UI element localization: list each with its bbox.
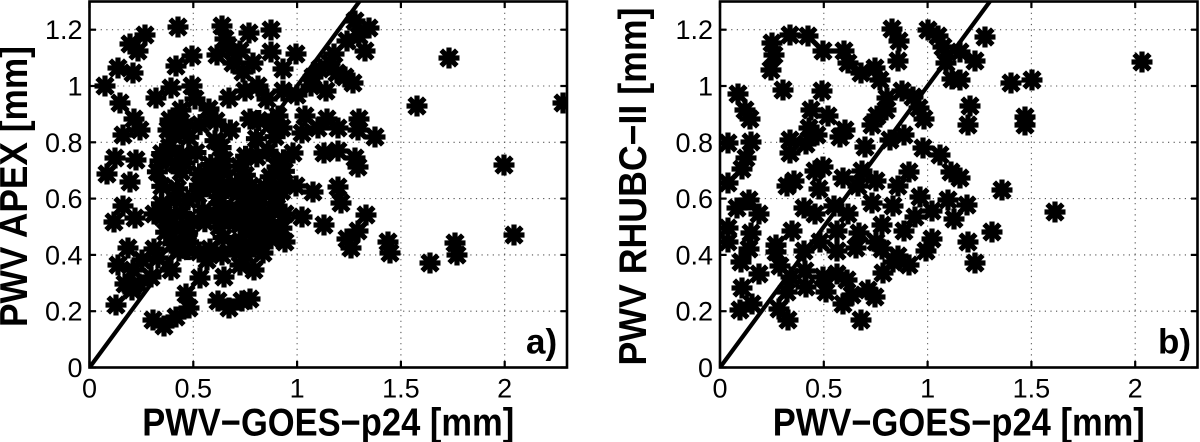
svg-text:0.2: 0.2 [45, 297, 83, 327]
svg-text:0.6: 0.6 [675, 184, 713, 214]
svg-text:0.2: 0.2 [675, 297, 713, 327]
svg-text:PWV−GOES−p24 [mm]: PWV−GOES−p24 [mm] [142, 402, 514, 442]
svg-text:b): b) [1158, 322, 1191, 361]
svg-text:1.5: 1.5 [382, 374, 420, 404]
svg-text:PWV RHUBC−II [mm]: PWV RHUBC−II [mm] [612, 8, 655, 366]
svg-text:0: 0 [712, 374, 727, 404]
svg-text:1: 1 [920, 374, 935, 404]
svg-text:1: 1 [290, 374, 305, 404]
svg-text:1.2: 1.2 [45, 15, 83, 45]
svg-text:0.4: 0.4 [45, 240, 83, 270]
svg-text:0: 0 [82, 374, 97, 404]
svg-text:0: 0 [67, 353, 82, 383]
svg-text:PWV APEX [mm]: PWV APEX [mm] [0, 46, 36, 327]
svg-text:a): a) [526, 322, 557, 361]
svg-text:1: 1 [698, 72, 713, 102]
svg-text:0.5: 0.5 [805, 374, 843, 404]
svg-text:2: 2 [497, 374, 512, 404]
svg-text:0.6: 0.6 [45, 184, 83, 214]
svg-text:0: 0 [698, 353, 713, 383]
svg-text:0.4: 0.4 [675, 240, 713, 270]
svg-text:PWV−GOES−p24 [mm]: PWV−GOES−p24 [mm] [773, 402, 1145, 442]
svg-text:0.5: 0.5 [175, 374, 213, 404]
svg-text:1.5: 1.5 [1013, 374, 1051, 404]
svg-text:1: 1 [67, 72, 82, 102]
svg-text:1.2: 1.2 [675, 15, 713, 45]
svg-text:0.8: 0.8 [675, 128, 713, 158]
svg-text:2: 2 [1128, 374, 1143, 404]
svg-text:0.8: 0.8 [45, 128, 83, 158]
